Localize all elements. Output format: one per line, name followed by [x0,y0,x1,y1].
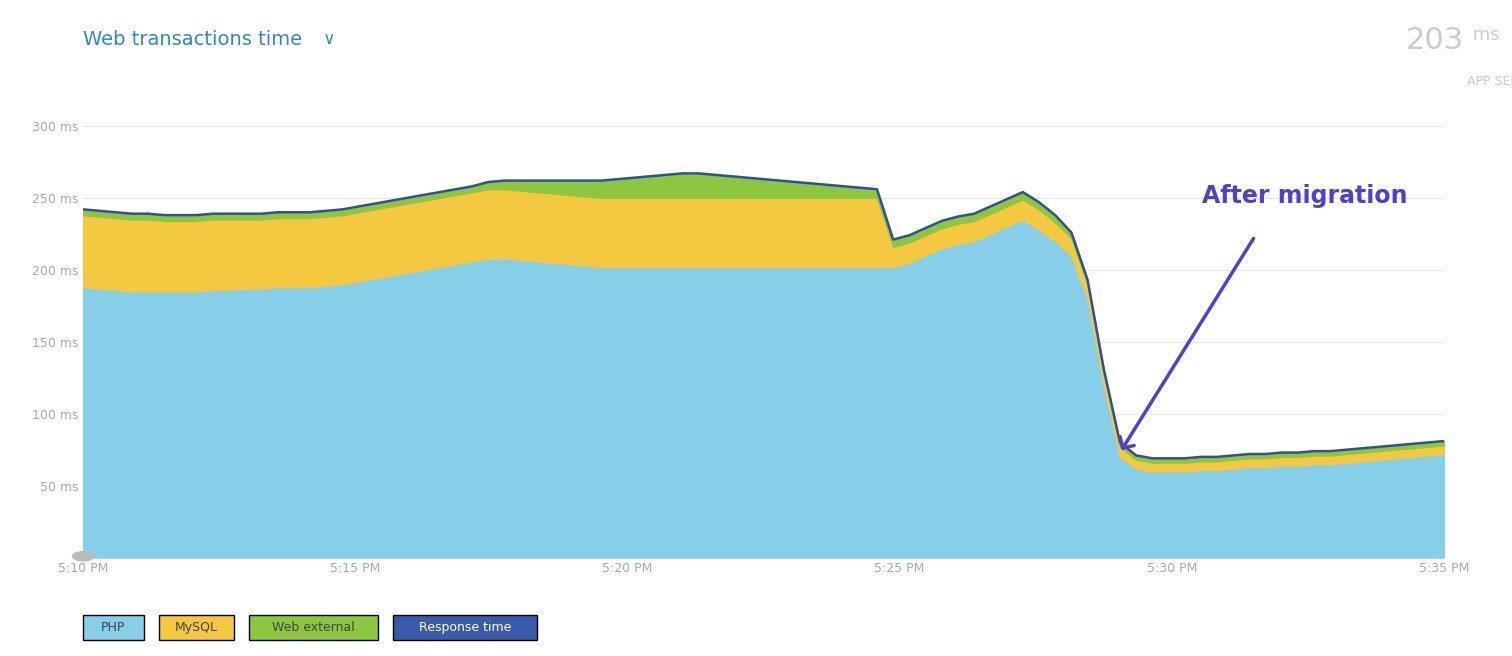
Text: Web transactions time: Web transactions time [83,30,302,49]
Text: MySQL: MySQL [175,621,218,634]
Text: 203: 203 [1405,26,1464,55]
Text: ms: ms [1467,26,1500,44]
Text: Web external: Web external [272,621,355,634]
Text: ∨: ∨ [318,30,334,47]
Text: Response time: Response time [419,621,511,634]
Text: APP SERVER: APP SERVER [1467,75,1512,89]
Text: PHP: PHP [101,621,125,634]
Text: After migration: After migration [1202,184,1408,208]
